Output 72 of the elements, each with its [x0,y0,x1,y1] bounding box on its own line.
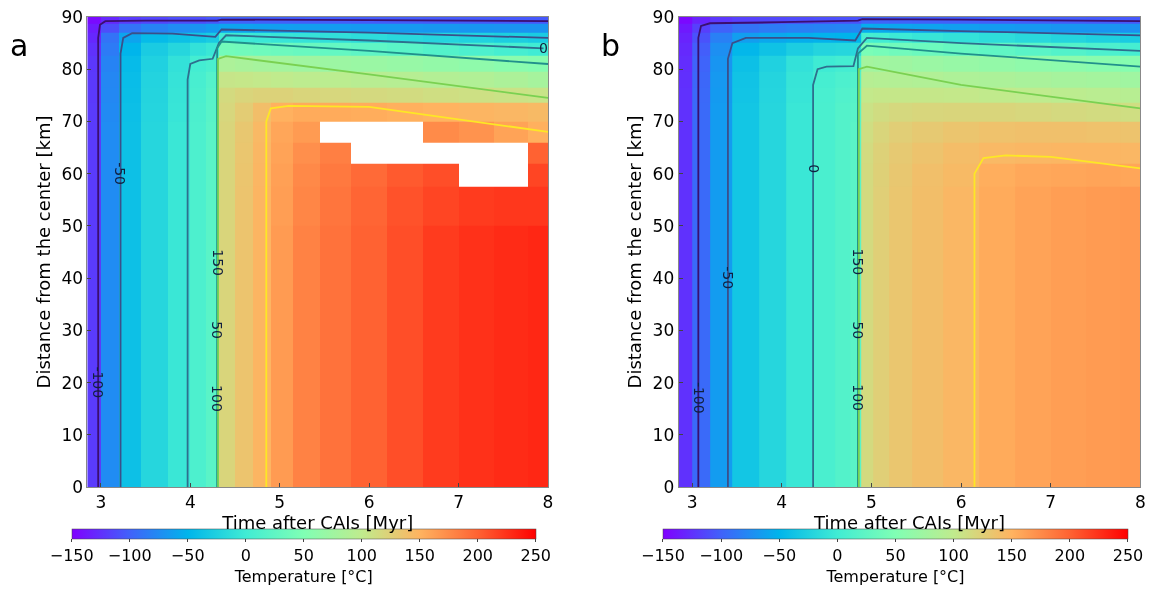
color-bar-title: Temperature [°C] [233,566,373,586]
y-tick-label: 0 [663,476,675,497]
color-bar-label: 100 [938,545,969,565]
x-tick-label: 3 [686,492,698,513]
color-bar-label: 200 [462,545,494,565]
annotation: 0 [805,164,822,174]
annotation: 150 [850,248,867,276]
y-tick-label: 10 [61,424,84,445]
y-tick-label: 10 [652,424,675,445]
x-tick-label: 5 [274,492,286,513]
line-series [265,104,549,487]
annotation: 50 [850,321,867,340]
x-tick-label: 6 [363,492,375,513]
color-bar-label: 250 [1112,545,1144,565]
y-tick-label: 80 [652,59,675,80]
annotation: 100 [209,385,226,412]
y-tick-label: 60 [61,163,84,184]
y-tick-label: 30 [652,320,675,341]
color-bar-label: 0 [832,545,843,565]
y-tick-label: 70 [61,111,84,132]
y-tick-label: 20 [61,372,84,393]
y-tick-label: 50 [652,215,675,236]
annotation: 50 [209,321,226,340]
color-bar-label: 100 [346,545,378,565]
color-bar-label: −150 [641,545,685,565]
color-bar-label: 0 [240,545,251,565]
y-tick-label: 20 [652,372,675,393]
x-tick-label: 8 [1134,492,1146,513]
y-tick-label: 90 [61,6,84,27]
y-axis-title: Distance from the center [km] [623,115,645,389]
x-tick-label: 7 [453,492,464,513]
x-axis-title: Time after CAIs [Myr] [812,512,1005,534]
color-bar-label: −100 [699,545,744,565]
y-tick-label: 30 [61,320,84,341]
color-bar-label: −50 [762,545,797,565]
annotation: -50 [720,266,737,290]
y-axis-title: Distance from the center [km] [32,115,54,389]
color-bar-label: 50 [885,545,906,565]
color-bar-label: 150 [996,545,1028,565]
y-tick-label: 70 [652,111,675,132]
color-bar-label: 150 [404,545,436,565]
y-tick-label: 60 [652,163,675,184]
x-tick-label: 4 [776,492,788,513]
y-tick-label: 40 [652,268,675,289]
chart-title: b [601,28,621,63]
color-bar-title: Temperature [°C] [825,566,965,586]
color-bar-label: −100 [107,545,152,565]
x-tick-label: 6 [955,492,967,513]
x-tick-label: 5 [865,492,877,513]
annotation: -100 [89,366,106,399]
annotation: 0 [539,40,548,56]
annotation: 150 [209,249,226,277]
line-series [973,154,1141,487]
color-bar-label: −150 [49,545,94,565]
color-bar-label: −50 [170,545,205,565]
x-axis-title: Time after CAIs [Myr] [221,512,414,534]
color-bar-label: 200 [1054,545,1086,565]
color-bar-label: 50 [293,545,314,565]
x-tick-label: 7 [1045,492,1057,513]
y-tick-label: 90 [652,6,675,27]
y-tick-label: 50 [61,215,84,236]
chart-title: a [10,28,29,63]
y-tick-label: 80 [61,59,84,80]
y-tick-label: 0 [72,476,84,497]
x-tick-label: 4 [184,492,196,513]
color-bar-label: 250 [520,545,552,565]
x-tick-label: 8 [542,492,554,513]
annotation: -100 [690,381,707,414]
y-tick-label: 40 [61,268,84,289]
annotation: -50 [112,162,129,186]
x-tick-label: 3 [95,492,107,513]
annotation: 100 [850,384,867,412]
